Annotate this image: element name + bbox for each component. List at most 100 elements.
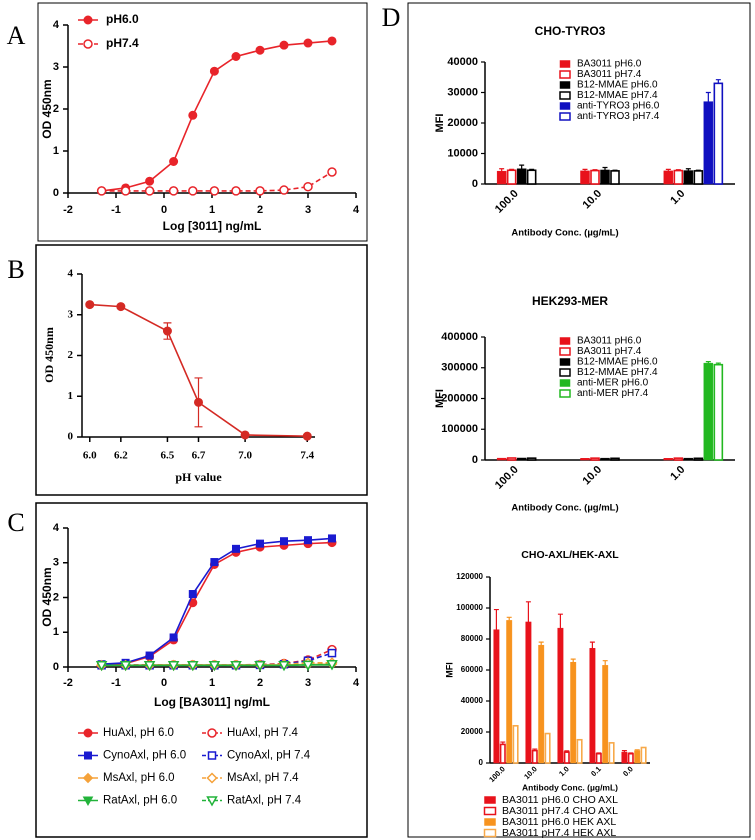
bar (693, 170, 704, 185)
bar (526, 169, 537, 185)
series-line (89, 303, 308, 437)
error-bar (602, 660, 608, 666)
marker (143, 661, 156, 672)
panel-letter: C (7, 508, 24, 537)
chart: D CHO-TYRO3 0 10000 20000 30000 40000 100.0 10.0… (382, 3, 735, 239)
bar (703, 362, 714, 461)
bar (506, 169, 517, 185)
legend-label: HuAxl, pH 7.4 (227, 727, 299, 739)
x-tick-label: 7.0 (238, 450, 252, 462)
marker (169, 633, 178, 642)
legend-label: BA3011 pH7.4 (577, 69, 642, 80)
error-bar (695, 169, 701, 171)
legend-swatch (484, 796, 496, 804)
legend-label: BA3011 pH6.0 (577, 336, 642, 347)
y-tick-label: 100000 (441, 423, 478, 435)
y-axis-label: MFI (444, 662, 454, 678)
legend-label: pH7.4 (106, 36, 139, 50)
error-bar (582, 168, 588, 171)
x-tick-label: 10.0 (581, 188, 605, 212)
error-bar (634, 749, 640, 751)
bar (683, 170, 694, 185)
chart-title: CHO-AXL/HEK-AXL (521, 549, 619, 561)
error-bar (500, 741, 506, 745)
y-tick-label: 3 (68, 308, 74, 320)
bar (499, 743, 506, 764)
marker (240, 430, 250, 440)
bar (600, 169, 610, 185)
bar (557, 627, 564, 764)
marker (210, 558, 219, 567)
legend-swatch (559, 358, 571, 366)
error-bar (705, 91, 711, 102)
y-tick-label: 1 (53, 145, 59, 157)
x-tick-label: 100.0 (487, 764, 507, 784)
bar (595, 752, 602, 764)
legend-swatch (559, 81, 571, 89)
marker (168, 186, 179, 196)
y-tick-label: 4 (68, 268, 74, 280)
legend-swatch (559, 379, 571, 387)
panel-frame (35, 244, 368, 496)
bar (683, 457, 694, 461)
bar (610, 170, 620, 185)
legend-swatch (483, 828, 497, 838)
x-axis-label: Log [3011] ng/mL (163, 219, 262, 233)
y-tick-label: 40000 (447, 56, 478, 68)
series-line (101, 537, 333, 666)
y-axis-label: MFI (434, 389, 446, 408)
marker (208, 661, 221, 672)
y-tick-label: 200000 (441, 392, 478, 404)
bar (580, 170, 590, 185)
marker (327, 36, 337, 46)
x-tick-label: 0.0 (621, 764, 635, 778)
x-tick-label: 1.0 (557, 764, 571, 778)
x-tick-label: -2 (63, 677, 73, 689)
marker (327, 167, 337, 177)
marker (82, 772, 94, 784)
marker (326, 659, 338, 671)
x-tick-label: 0 (161, 677, 167, 689)
bar (703, 101, 714, 185)
error-bar (538, 641, 544, 646)
bar (621, 751, 628, 764)
bar (673, 169, 684, 185)
marker (328, 534, 336, 543)
bar (525, 621, 532, 764)
bar (512, 724, 519, 764)
error-bar (715, 79, 721, 84)
chart: A 0 1 2 3 4 -2 -1 0 1 2 3 4 Log [3011] ng/mL OD 450nm p… (7, 12, 360, 233)
x-tick-label: 2 (257, 204, 263, 216)
bar (516, 457, 527, 461)
marker (167, 661, 180, 672)
y-axis-label: OD 450nm (42, 327, 56, 383)
bar (608, 742, 615, 764)
bar (663, 170, 674, 185)
marker (327, 648, 337, 658)
error-bar (612, 169, 618, 171)
x-axis-label: Antibody Conc. (µg/mL) (522, 782, 618, 792)
legend-swatch (559, 368, 571, 377)
x-tick-label: 1 (209, 677, 215, 689)
bar (576, 738, 583, 764)
legend-label: BA3011 pH6.0 (577, 59, 642, 70)
bar (580, 458, 590, 461)
x-tick-label: 10.0 (522, 764, 539, 781)
y-tick-label: 0 (68, 431, 74, 443)
bar (590, 169, 600, 185)
error-bar (675, 169, 681, 171)
error-bar (499, 168, 505, 172)
marker (145, 651, 154, 660)
error-bar (532, 748, 538, 751)
legend-label: CynoAxl, pH 6.0 (103, 750, 186, 762)
bar (526, 457, 537, 461)
x-tick-label: 6.2 (114, 450, 128, 462)
legend-label: BA3011 pH7.4 (577, 346, 642, 357)
legend-label: HuAxl, pH 6.0 (103, 727, 174, 739)
panel-letter: B (7, 255, 24, 284)
bar (506, 620, 513, 764)
marker (169, 157, 179, 166)
bar (713, 82, 724, 185)
bar (531, 749, 538, 764)
